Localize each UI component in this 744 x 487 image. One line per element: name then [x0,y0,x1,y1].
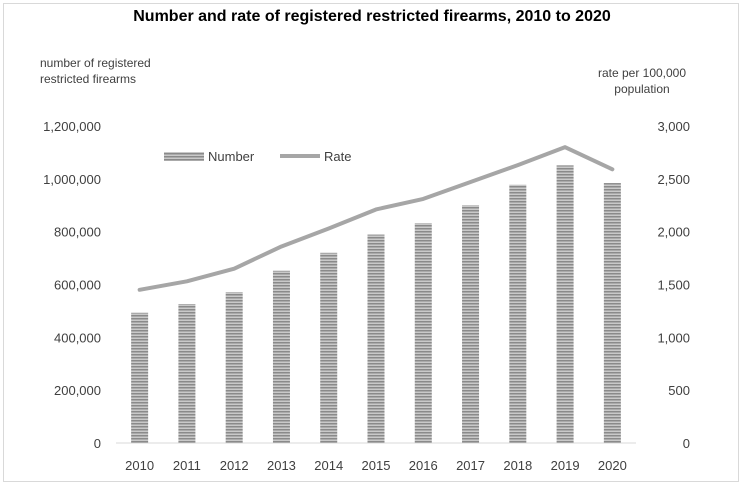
chart-frame [3,3,739,482]
y-left-tick-label: 800,000 [54,225,101,240]
bar [603,183,621,443]
x-tick-label: 2019 [551,458,580,473]
bar [320,252,338,443]
x-tick-label: 2016 [409,458,438,473]
legend-number-label: Number [208,149,255,164]
y-right-tick-label: 2,000 [657,225,690,240]
x-tick-label: 2012 [220,458,249,473]
y-right-tick-label: 2,500 [657,172,690,187]
x-tick-label: 2020 [598,458,627,473]
x-tick-label: 2014 [314,458,343,473]
y-right-tick-label: 1,000 [657,330,690,345]
y-right-tick-label: 1,500 [657,278,690,293]
bar [367,234,385,443]
bar [178,304,196,443]
x-tick-label: 2015 [362,458,391,473]
bar [272,270,290,443]
y-left-tick-label: 0 [94,436,101,451]
bar [556,165,574,443]
y-right-tick-label: 3,000 [657,119,690,134]
x-tick-label: 2018 [503,458,532,473]
legend-number-swatch [164,152,204,161]
bar [509,184,527,443]
x-tick-label: 2010 [125,458,154,473]
y-left-tick-label: 400,000 [54,330,101,345]
legend-rate-label: Rate [324,149,351,164]
bar [414,223,432,443]
bar [462,205,480,443]
bar [131,312,149,443]
y-axis-left-label: number of registered restricted firearms [40,56,151,86]
y-left-tick-label: 1,000,000 [43,172,101,187]
y-left-tick-label: 200,000 [54,383,101,398]
x-tick-label: 2011 [173,458,201,473]
y-left-tick-label: 600,000 [54,278,101,293]
y-right-tick-label: 500 [668,383,690,398]
y-left-tick-label: 1,200,000 [43,119,101,134]
x-tick-label: 2017 [456,458,485,473]
bar [225,292,243,443]
chart-title: Number and rate of registered restricted… [133,8,611,25]
y-axis-right-label: rate per 100,000 population [597,66,687,96]
x-tick-label: 2013 [267,458,296,473]
y-right-tick-label: 0 [683,436,690,451]
rate-line [137,145,615,292]
